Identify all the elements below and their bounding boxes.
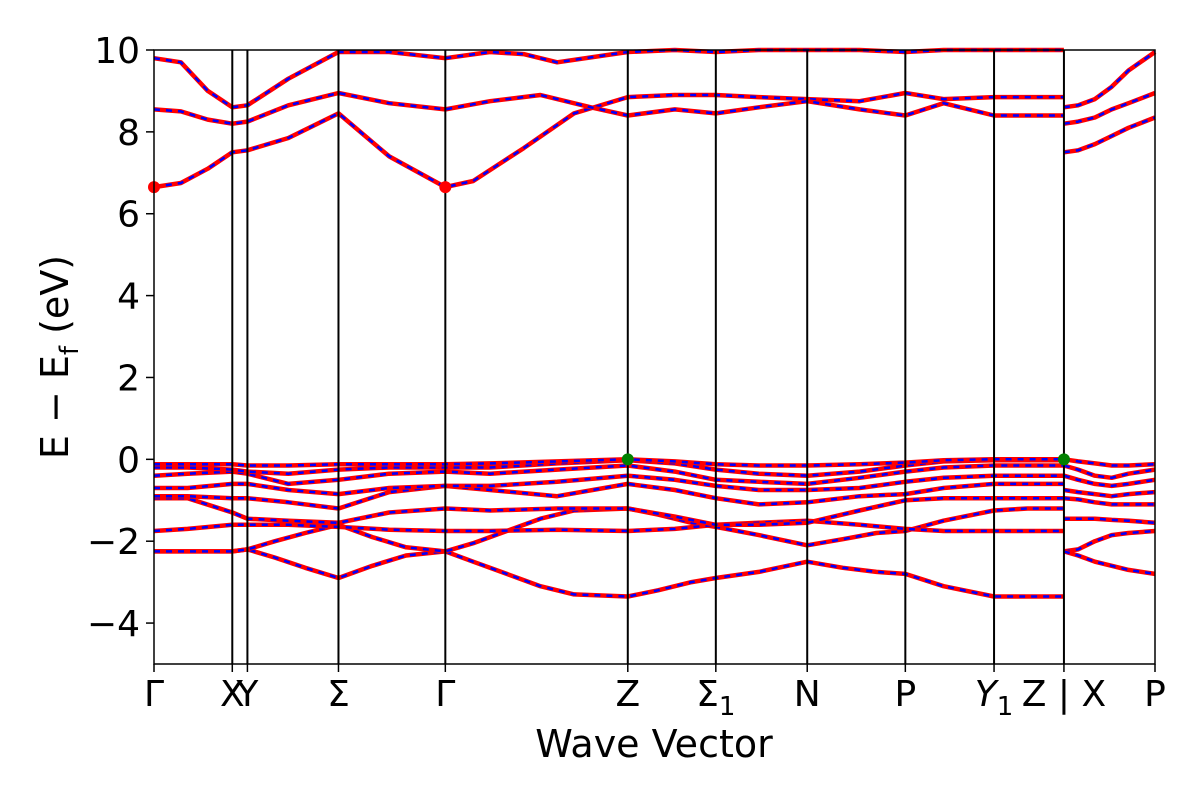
x-tick-label-6: Σ1 bbox=[696, 674, 735, 722]
x-tick-label-5: Z bbox=[615, 674, 640, 715]
x-tick-label-main-4: Γ bbox=[435, 674, 455, 715]
y-tick-label-2: 6 bbox=[117, 195, 140, 236]
band-extrema-markers bbox=[148, 181, 1070, 466]
x-tick-label-9: Y1 bbox=[975, 674, 1014, 722]
band-5-spin-down bbox=[154, 474, 1064, 496]
x-tick-label-1: X bbox=[220, 674, 245, 715]
x-tick-label-main-7: N bbox=[794, 674, 821, 715]
x-tick-label-11: P bbox=[1144, 674, 1166, 715]
band-18-spin-down bbox=[1063, 496, 1155, 506]
x-tick-label-main-1: X bbox=[220, 674, 245, 715]
x-tick-label-3: Σ bbox=[327, 674, 350, 715]
y-axis-label-subscript: f bbox=[55, 345, 85, 355]
plot-frame bbox=[153, 49, 1156, 665]
band-8-spin-down bbox=[154, 458, 1064, 467]
x-tick-label-main-8: P bbox=[894, 674, 916, 715]
x-tick-label-main-5: Z bbox=[615, 674, 640, 715]
band-13-spin-up bbox=[1063, 90, 1156, 126]
band-0-spin-up bbox=[154, 547, 1064, 599]
y-tick-label-6: −2 bbox=[87, 522, 140, 563]
band-3-spin-up bbox=[154, 495, 1064, 528]
x-tick-label-8: P bbox=[894, 674, 916, 715]
kpoint-vertical-lines bbox=[231, 50, 1065, 664]
band-11-spin-down bbox=[153, 48, 1064, 109]
x-tick-label-10: Z | X bbox=[1022, 674, 1106, 715]
band-6-spin-down bbox=[153, 464, 1064, 486]
vbm-marker-0 bbox=[621, 453, 634, 466]
x-tick-label-main-6: Σ bbox=[696, 674, 719, 715]
y-tick-label-3: 4 bbox=[117, 277, 140, 318]
x-tick-label-main-10: Z | X bbox=[1022, 674, 1106, 715]
x-tick-label-sub-9: 1 bbox=[997, 692, 1014, 722]
band-20-spin-down bbox=[1063, 474, 1156, 488]
y-tick-label-5: 0 bbox=[117, 440, 140, 481]
band-21-spin-down bbox=[1063, 464, 1156, 480]
band-1-spin-up bbox=[154, 506, 1064, 554]
band-10-spin-down bbox=[153, 91, 1064, 125]
x-tick-label-main-0: Γ bbox=[144, 674, 164, 715]
y-axis-label-main: E − E bbox=[33, 355, 77, 459]
y-axis-label-unit: (eV) bbox=[33, 255, 77, 346]
band-13-spin-down bbox=[1063, 91, 1156, 125]
band-22-spin-down bbox=[1063, 458, 1156, 467]
band-4-spin-down bbox=[154, 482, 1064, 510]
band-17-spin-down bbox=[1063, 517, 1156, 525]
band-14-spin-up bbox=[1063, 50, 1157, 110]
band-12-spin-down bbox=[1063, 116, 1156, 154]
x-tick-label-main-2: Y bbox=[235, 674, 259, 715]
band-15-spin-down bbox=[1063, 529, 1156, 553]
x-axis-label: Wave Vector bbox=[535, 722, 773, 766]
bands-layer bbox=[153, 47, 1157, 599]
band-16-spin-down bbox=[1063, 550, 1156, 576]
y-axis-label: E − Ef (eV) bbox=[33, 255, 85, 459]
band-2-spin-down bbox=[153, 519, 1064, 533]
x-tick-label-main-11: P bbox=[1144, 674, 1166, 715]
y-tick-label-1: 8 bbox=[117, 113, 140, 154]
band-7-spin-down bbox=[154, 458, 1064, 477]
x-tick-label-4: Γ bbox=[435, 674, 455, 715]
y-tick-label-4: 2 bbox=[117, 358, 140, 399]
x-tick-label-main-3: Σ bbox=[327, 674, 350, 715]
cbm-marker-1 bbox=[439, 181, 452, 194]
x-tick-label-sub-6: 1 bbox=[719, 692, 736, 722]
band-19-spin-down bbox=[1063, 488, 1156, 498]
band-0-spin-down bbox=[154, 548, 1064, 598]
x-tick-label-main-9: Y bbox=[975, 674, 1000, 715]
vbm-marker-1 bbox=[1057, 453, 1070, 466]
y-tick-label-7: −4 bbox=[87, 604, 140, 645]
y-axis-ticks: 10 8 6 4 2 0 −2 −4 bbox=[87, 31, 154, 645]
x-tick-label-7: N bbox=[794, 674, 821, 715]
y-tick-label-0: 10 bbox=[94, 31, 140, 72]
x-tick-label-0: Γ bbox=[144, 674, 164, 715]
x-tick-label-2: Y bbox=[235, 674, 259, 715]
band-9-spin-down bbox=[153, 91, 1064, 189]
